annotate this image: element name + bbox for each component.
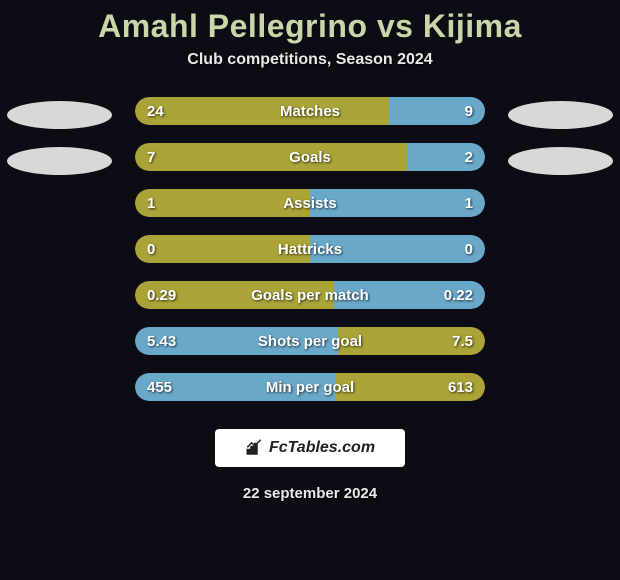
branding-badge: FcTables.com — [215, 429, 405, 467]
stat-value-right: 0 — [465, 241, 473, 258]
stat-value-left: 7 — [147, 149, 155, 166]
stat-fill-right — [407, 143, 485, 171]
stat-value-left: 0.29 — [147, 287, 176, 304]
stat-bar: 1 1 Assists — [135, 189, 485, 217]
stat-bar: 5.43 7.5 Shots per goal — [135, 327, 485, 355]
stat-bar: 455 613 Min per goal — [135, 373, 485, 401]
player1-avatar-placeholder — [7, 101, 112, 129]
player1-avatar-placeholder-2 — [7, 147, 112, 175]
stat-value-right: 1 — [465, 195, 473, 212]
stat-value-left: 1 — [147, 195, 155, 212]
stat-value-left: 24 — [147, 103, 164, 120]
stat-label: Shots per goal — [258, 333, 362, 350]
subtitle: Club competitions, Season 2024 — [187, 51, 432, 69]
player2-avatar-placeholder-2 — [508, 147, 613, 175]
stat-bar: 24 9 Matches — [135, 97, 485, 125]
vs-label: vs — [377, 8, 414, 44]
stat-bar: 0.29 0.22 Goals per match — [135, 281, 485, 309]
stat-label: Goals per match — [251, 287, 369, 304]
snapshot-date: 22 september 2024 — [243, 485, 377, 502]
player2-name: Kijima — [423, 8, 522, 44]
player1-name: Amahl Pellegrino — [98, 8, 367, 44]
stat-value-left: 5.43 — [147, 333, 176, 350]
stat-bar: 0 0 Hattricks — [135, 235, 485, 263]
stat-value-right: 0.22 — [444, 287, 473, 304]
comparison-title: Amahl Pellegrino vs Kijima — [98, 8, 522, 45]
stat-value-right: 7.5 — [452, 333, 473, 350]
stat-fill-left — [135, 143, 407, 171]
stat-label: Goals — [289, 149, 331, 166]
stat-value-left: 0 — [147, 241, 155, 258]
stat-value-left: 455 — [147, 379, 172, 396]
stat-value-right: 2 — [465, 149, 473, 166]
branding-text: FcTables.com — [269, 439, 375, 457]
stat-label: Matches — [280, 103, 340, 120]
stat-bar: 7 2 Goals — [135, 143, 485, 171]
stat-value-right: 613 — [448, 379, 473, 396]
stat-label: Min per goal — [266, 379, 354, 396]
chart-icon — [245, 439, 263, 457]
comparison-area: 24 9 Matches 7 2 Goals 1 1 Assists 0 0 Hattricks 0.2… — [0, 97, 620, 401]
player2-avatar-placeholder — [508, 101, 613, 129]
stat-value-right: 9 — [465, 103, 473, 120]
stat-label: Hattricks — [278, 241, 342, 258]
stats-bars: 24 9 Matches 7 2 Goals 1 1 Assists 0 0 Hattricks 0.2… — [135, 97, 485, 401]
stat-fill-left — [135, 97, 389, 125]
player-comparison-card: Amahl Pellegrino vs Kijima Club competit… — [0, 0, 620, 580]
stat-label: Assists — [283, 195, 336, 212]
